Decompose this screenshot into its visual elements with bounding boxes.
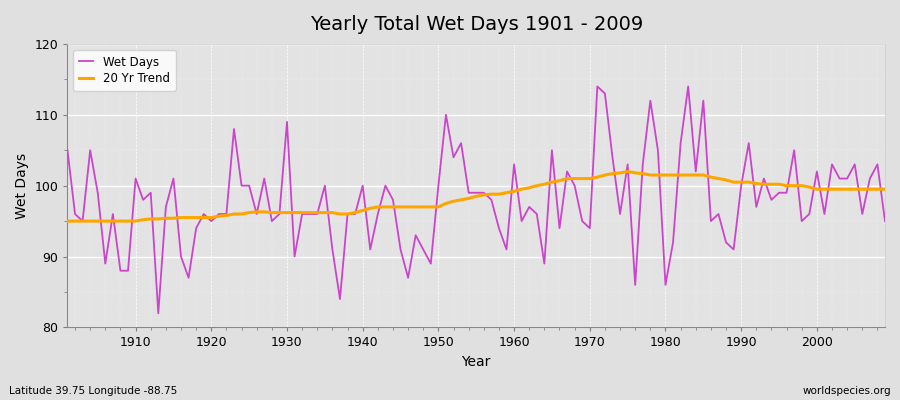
Wet Days [297,212,308,216]
20 Yr Trend [62,219,73,224]
Text: worldspecies.org: worldspecies.org [803,386,891,396]
X-axis label: Year: Year [462,355,490,369]
Y-axis label: Wet Days: Wet Days [15,152,29,219]
20 Yr Trend [122,219,133,224]
20 Yr Trend [599,173,610,178]
Legend: Wet Days, 20 Yr Trend: Wet Days, 20 Yr Trend [74,50,176,91]
Wet Days [122,268,133,273]
20 Yr Trend [622,169,633,174]
Line: Wet Days: Wet Days [68,86,885,313]
Bar [68,44,885,115]
Wet Days [508,162,519,167]
Wet Days [517,219,527,224]
Wet Days [153,311,164,316]
Wet Days [615,212,626,216]
Bar [68,256,885,328]
Wet Days [342,212,353,216]
Text: Latitude 39.75 Longitude -88.75: Latitude 39.75 Longitude -88.75 [9,386,177,396]
Wet Days [62,148,73,153]
20 Yr Trend [879,187,890,192]
20 Yr Trend [335,212,346,216]
Wet Days [592,84,603,89]
Bar [68,186,885,256]
Wet Days [879,219,890,224]
Bar [68,115,885,186]
Title: Yearly Total Wet Days 1901 - 2009: Yearly Total Wet Days 1901 - 2009 [310,15,643,34]
20 Yr Trend [501,190,512,195]
20 Yr Trend [289,210,300,215]
20 Yr Trend [508,189,519,194]
Line: 20 Yr Trend: 20 Yr Trend [68,172,885,221]
